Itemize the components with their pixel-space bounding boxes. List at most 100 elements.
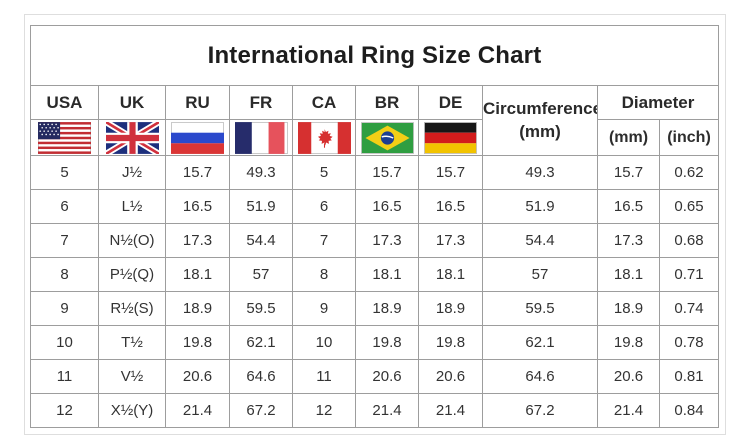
- cell-uk: X½(Y): [98, 393, 166, 428]
- cell-circumference-mm: 49.3: [482, 155, 598, 190]
- cell-ca: 10: [292, 325, 356, 360]
- table-row: 11 V½ 20.6 64.6 11 20.6 20.6 64.6 20.6 0.81: [30, 359, 719, 394]
- col-header-diameter-mm: (mm): [597, 119, 660, 156]
- circumference-label: Circumference: [483, 99, 598, 119]
- cell-diameter-mm: 18.1: [597, 257, 660, 292]
- flags-row: (mm) (inch): [30, 119, 719, 156]
- cell-circumference-mm: 54.4: [482, 223, 598, 258]
- cell-diameter-mm: 20.6: [597, 359, 660, 394]
- table-row: 5 J½ 15.7 49.3 5 15.7 15.7 49.3 15.7 0.62: [30, 155, 719, 190]
- cell-circumference-mm: 62.1: [482, 325, 598, 360]
- cell-circumference-mm: 67.2: [482, 393, 598, 428]
- title-row: International Ring Size Chart: [30, 25, 719, 86]
- cell-ca: 9: [292, 291, 356, 326]
- cell-de: 19.8: [418, 325, 483, 360]
- germany-flag-icon: [424, 121, 477, 154]
- cell-uk: V½: [98, 359, 166, 394]
- table-body: 5 J½ 15.7 49.3 5 15.7 15.7 49.3 15.7 0.62 6 L½ 16.5 5…: [30, 155, 719, 428]
- cell-br: 20.6: [355, 359, 419, 394]
- table-row: 6 L½ 16.5 51.9 6 16.5 16.5 51.9 16.5 0.65: [30, 189, 719, 224]
- cell-diameter-inch: 0.62: [659, 155, 719, 190]
- cell-fr: 64.6: [229, 359, 293, 394]
- cell-circumference-mm: 51.9: [482, 189, 598, 224]
- cell-diameter-mm: 21.4: [597, 393, 660, 428]
- cell-diameter-mm: 17.3: [597, 223, 660, 258]
- cell-fr: 49.3: [229, 155, 293, 190]
- cell-diameter-mm: 16.5: [597, 189, 660, 224]
- cell-de: 18.1: [418, 257, 483, 292]
- cell-diameter-mm: 18.9: [597, 291, 660, 326]
- cell-ca: 5: [292, 155, 356, 190]
- cell-fr: 59.5: [229, 291, 293, 326]
- cell-ru: 19.8: [165, 325, 230, 360]
- col-header-usa: USA: [30, 85, 99, 120]
- cell-de: 21.4: [418, 393, 483, 428]
- col-header-fr: FR: [229, 85, 293, 120]
- cell-uk: T½: [98, 325, 166, 360]
- table-row: 12 X½(Y) 21.4 67.2 12 21.4 21.4 67.2 21.4 0.84: [30, 393, 719, 428]
- table-row: 7 N½(O) 17.3 54.4 7 17.3 17.3 54.4 17.3 0.68: [30, 223, 719, 258]
- cell-fr: 67.2: [229, 393, 293, 428]
- cell-diameter-inch: 0.84: [659, 393, 719, 428]
- cell-br: 18.1: [355, 257, 419, 292]
- cell-usa: 10: [30, 325, 99, 360]
- cell-ca: 12: [292, 393, 356, 428]
- uk-flag-icon: [105, 121, 159, 154]
- col-header-de: DE: [418, 85, 483, 120]
- cell-uk: N½(O): [98, 223, 166, 258]
- canada-flag-icon: [297, 121, 351, 154]
- cell-circumference-mm: 64.6: [482, 359, 598, 394]
- cell-ru: 16.5: [165, 189, 230, 224]
- cell-br: 18.9: [355, 291, 419, 326]
- cell-fr: 57: [229, 257, 293, 292]
- cell-ru: 18.1: [165, 257, 230, 292]
- cell-usa: 6: [30, 189, 99, 224]
- cell-uk: P½(Q): [98, 257, 166, 292]
- cell-diameter-inch: 0.78: [659, 325, 719, 360]
- cell-ca: 11: [292, 359, 356, 394]
- cell-ca: 7: [292, 223, 356, 258]
- cell-uk: R½(S): [98, 291, 166, 326]
- cell-ru: 18.9: [165, 291, 230, 326]
- russia-flag-icon: [171, 121, 224, 154]
- cell-fr: 62.1: [229, 325, 293, 360]
- cell-diameter-inch: 0.65: [659, 189, 719, 224]
- cell-diameter-inch: 0.81: [659, 359, 719, 394]
- cell-br: 17.3: [355, 223, 419, 258]
- cell-circumference-mm: 59.5: [482, 291, 598, 326]
- col-header-uk: UK: [98, 85, 166, 120]
- table-row: 10 T½ 19.8 62.1 10 19.8 19.8 62.1 19.8 0.78: [30, 325, 719, 360]
- cell-usa: 5: [30, 155, 99, 190]
- cell-ru: 21.4: [165, 393, 230, 428]
- cell-ru: 20.6: [165, 359, 230, 394]
- cell-ru: 15.7: [165, 155, 230, 190]
- cell-de: 16.5: [418, 189, 483, 224]
- cell-ru: 17.3: [165, 223, 230, 258]
- cell-de: 20.6: [418, 359, 483, 394]
- col-header-ca: CA: [292, 85, 356, 120]
- cell-circumference-mm: 57: [482, 257, 598, 292]
- cell-br: 21.4: [355, 393, 419, 428]
- cell-de: 18.9: [418, 291, 483, 326]
- cell-usa: 7: [30, 223, 99, 258]
- usa-flag-icon: [38, 121, 91, 154]
- cell-diameter-mm: 19.8: [597, 325, 660, 360]
- circumference-unit: (mm): [519, 121, 561, 141]
- cell-fr: 54.4: [229, 223, 293, 258]
- ring-size-table: International Ring Size Chart USA UK RU …: [30, 25, 719, 428]
- cell-br: 16.5: [355, 189, 419, 224]
- cell-br: 19.8: [355, 325, 419, 360]
- cell-usa: 11: [30, 359, 99, 394]
- cell-fr: 51.9: [229, 189, 293, 224]
- cell-ca: 6: [292, 189, 356, 224]
- cell-uk: J½: [98, 155, 166, 190]
- cell-diameter-mm: 15.7: [597, 155, 660, 190]
- cell-diameter-inch: 0.74: [659, 291, 719, 326]
- table-row: 9 R½(S) 18.9 59.5 9 18.9 18.9 59.5 18.9 0.74: [30, 291, 719, 326]
- cell-diameter-inch: 0.71: [659, 257, 719, 292]
- brazil-flag-icon: [360, 121, 414, 154]
- page-title: International Ring Size Chart: [30, 25, 719, 86]
- table-row: 8 P½(Q) 18.1 57 8 18.1 18.1 57 18.1 0.71: [30, 257, 719, 292]
- cell-de: 15.7: [418, 155, 483, 190]
- col-header-circumference: Circumference (mm): [482, 85, 598, 156]
